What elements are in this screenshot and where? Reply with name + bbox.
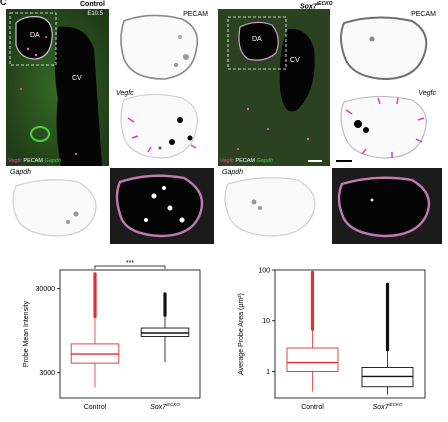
box-iqr [140,327,190,337]
y-tick-label: 3000 [39,370,55,377]
mutant-header-sup: iECKO [316,1,333,7]
legend-pecam: PECAM [23,158,43,164]
y-tick-label: 1 [266,369,270,376]
stage-label: E10.5 [87,11,103,17]
legend-vegfc: Vegfc [8,158,22,164]
plot-frame [274,269,426,399]
mutant-vegfc-svg [332,88,442,166]
mutant-legend-pecam: PECAM [235,158,255,164]
control-vegfc-label: Vegfc [116,90,134,97]
mutant-cv-label: CV [290,57,300,64]
x-tick-label: Control [301,404,324,411]
mutant-pecam-svg [332,9,442,87]
y-tick-label: 100 [258,268,270,275]
control-merge-svg [6,9,109,166]
y-axis-label: Probe Mean Intensity [23,300,30,367]
mutant-vegfc-image: Vegfc [332,88,442,166]
control-gapdh-image: Gapdh [6,168,109,244]
control-merge-image: E10.5 DA CV Vegfc PECAM Gapdh [6,9,109,166]
control-vegfc-image: Vegfc [110,88,214,166]
mutant-pecam-label: PECAM [411,11,436,18]
mutant-legend-gapdh: Gapdh [256,158,274,164]
box-iqr [286,347,339,372]
mutant-legend-vegfc: Vegfc [220,158,234,164]
probe-area-chart: 1 10 100 Average Probe Area (μm²) Control Sox… [238,268,426,411]
x-tick-label-sup: iECKO [166,402,180,407]
control-pecam-svg [110,9,214,87]
control-merge-legend: Vegfc PECAM Gapdh [8,158,61,164]
control-pecam-image: PECAM [110,9,214,87]
legend-gapdh: Gapdh [44,158,62,164]
x-tick-label: Sox7iECKO [150,402,180,411]
figure-panel-letter: C [0,0,7,7]
mutant-pecam-image: PECAM [332,9,442,87]
mutant-merge-image: DA CV Vegfc PECAM Gapdh [218,9,330,166]
control-gapdh-label: Gapdh [10,169,32,176]
significance-label: *** [126,260,134,267]
control-header: Control [80,1,105,8]
control-vegfc-svg [110,88,214,166]
x-tick-label: Control [84,404,107,411]
mutant-gapdh-merge-image [332,168,442,244]
mutant-merge-svg [218,9,330,166]
mutant-da-label: DA [252,36,262,43]
box-iqr [361,367,414,388]
probe-intensity-chart: 3000 30000 Probe Mean Intensity Control Sox7… [23,260,201,411]
y-tick-label: 10 [262,318,270,325]
mutant-gapdh-merge-svg [332,168,442,244]
da-label: DA [30,32,40,39]
cv-label: CV [72,75,82,82]
y-axis-label: Average Probe Area (μm²) [238,293,245,375]
y-tick-label: 30000 [36,286,56,293]
mutant-gapdh-image: Gapdh [218,168,330,244]
mutant-gapdh-svg [218,168,330,244]
significance-bracket [94,265,166,269]
control-gapdh-merge-svg [110,168,214,244]
scale-bar [308,160,322,162]
mutant-header-text: Sox7 [300,3,317,11]
x-tick-label: Sox7iECKO [373,402,403,411]
plot-frame [59,269,201,399]
control-pecam-label: PECAM [183,11,208,18]
mutant-vegfc-label: Vegfc [418,90,436,97]
mutant-header: Sox7iECKO [300,1,333,10]
mutant-merge-legend: Vegfc PECAM Gapdh [220,158,273,164]
x-tick-label-sup: iECKO [389,402,403,407]
mutant-gapdh-label: Gapdh [222,169,244,176]
control-gapdh-merge-image [110,168,214,244]
control-gapdh-svg [6,168,109,244]
mutant-vegfc-scale-bar [336,160,352,162]
